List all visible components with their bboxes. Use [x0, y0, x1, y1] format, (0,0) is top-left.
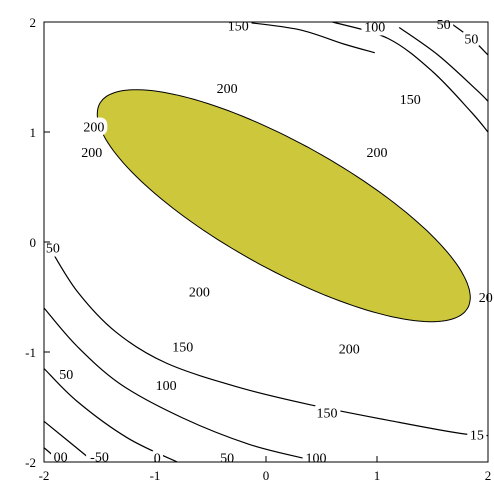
contour-line-150-0 [243, 21, 375, 54]
contour-label-18: 50 [217, 448, 237, 467]
contour-label-knockout [80, 117, 108, 136]
y-tick-label: 0 [30, 235, 37, 250]
contour-label-knockout [396, 90, 424, 108]
contour-label-0: 200 [213, 79, 241, 97]
contour-label-text: -50 [90, 451, 109, 466]
contour-labels-layer: 200 200 200 200 200 20 200 150 100 50 150 150 150 15 1… [43, 15, 494, 467]
contour-label-19: 0 [151, 448, 163, 467]
contour-label-text: 50 [437, 18, 451, 33]
x-tick-label: 2 [485, 468, 492, 483]
contour-label-knockout [56, 365, 76, 383]
contour-label-text: 50 [464, 33, 478, 48]
contour-label-15: 100 [302, 448, 330, 467]
contour-label-text: 100 [306, 452, 327, 467]
contour-label-text: 200 [81, 146, 102, 161]
contour-label-knockout [78, 142, 106, 161]
contour-label-text: 50 [59, 368, 73, 383]
x-tick-label: 0 [263, 468, 270, 483]
contour-label-text: 200 [189, 286, 210, 301]
contour-label-text: 150 [228, 19, 249, 34]
y-tick-label: 2 [30, 15, 37, 30]
contour-label-knockout [434, 15, 454, 34]
contour-label-knockout [186, 282, 213, 301]
contour-label-knockout [224, 16, 252, 35]
y-tick-label: 1 [30, 125, 37, 140]
contour-label-text: 200 [367, 146, 388, 161]
contour-label-11: 150 [169, 337, 197, 356]
contour-label-knockout [86, 447, 113, 466]
contour-label-knockout [313, 403, 341, 422]
contour-label-21: 00 [51, 447, 71, 466]
contour-label-text: 150 [400, 93, 421, 108]
filled-region-layer [96, 89, 471, 323]
contour-label-text: 100 [156, 379, 177, 394]
contour-label-knockout [43, 238, 63, 257]
contour-label-knockout [363, 142, 391, 161]
contour-line-150-1 [398, 27, 489, 102]
contour-label-22: 50 [43, 238, 63, 257]
x-tick-label: -1 [150, 468, 161, 483]
contour-label-9: 50 [434, 15, 454, 34]
contour-label-2: 200 [78, 142, 106, 161]
contour-label-text: 150 [317, 407, 338, 422]
contour-label-knockout [476, 288, 494, 306]
contour-label-text: 15 [470, 429, 484, 444]
contour-label-text: 200 [339, 343, 360, 358]
contour-label-knockout [467, 425, 487, 444]
contour-label-text: 200 [217, 82, 238, 97]
contour-label-7: 150 [224, 16, 252, 35]
contour-label-16: 50 [461, 29, 481, 48]
contour-label-knockout [461, 29, 481, 48]
contour-label-20: -50 [86, 447, 113, 466]
contour-label-knockout [169, 337, 197, 356]
contour-label-text: 20 [479, 291, 493, 306]
contour-line-150-2 [49, 247, 489, 437]
contour-label-text: 50 [220, 452, 234, 467]
y-tick-label: -1 [25, 345, 36, 360]
contour-label-text: 150 [172, 341, 193, 356]
contour-label-1: 200 [80, 117, 108, 136]
contour-label-knockout [152, 376, 180, 394]
x-tick-label: 1 [374, 468, 381, 483]
contour-label-4: 200 [186, 282, 213, 301]
contour-label-10: 150 [396, 90, 424, 108]
contour-label-text: 50 [46, 242, 60, 257]
contour-label-text: 0 [154, 452, 161, 467]
contour-label-knockout [51, 447, 71, 466]
contour-label-3: 200 [363, 142, 391, 161]
contour-label-14: 100 [152, 376, 180, 394]
contour-label-knockout [213, 79, 241, 97]
contour-label-text: 200 [83, 121, 104, 136]
y-tick-label: -2 [25, 455, 36, 470]
contour-label-17: 50 [56, 365, 76, 383]
contour-label-5: 20 [476, 288, 494, 306]
contour-label-13: 15 [467, 425, 487, 444]
x-tick-label: -2 [39, 468, 50, 483]
contour-label-text: 00 [54, 451, 68, 466]
contour-label-knockout [335, 339, 363, 358]
contour-label-8: 100 [361, 17, 389, 36]
contour-label-12: 150 [313, 403, 341, 422]
contour-label-6: 200 [335, 339, 363, 358]
contour-label-text: 100 [364, 20, 385, 35]
contour-fill-200 [96, 89, 471, 323]
